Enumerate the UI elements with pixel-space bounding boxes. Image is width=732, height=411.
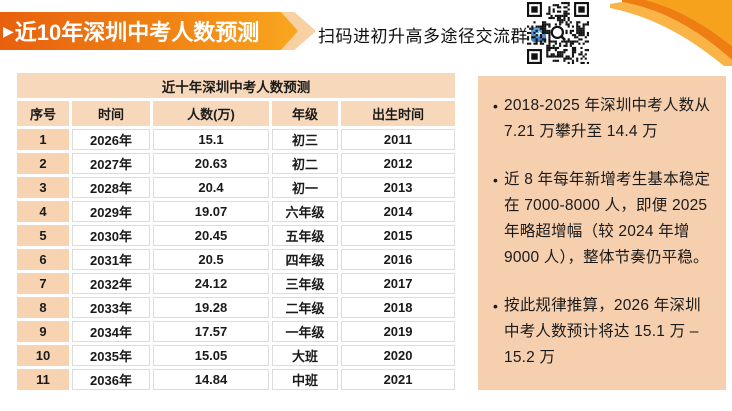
table-row: 9 2034年 17.57 一年级 2019 bbox=[17, 321, 456, 342]
table-cell: 初一 bbox=[272, 177, 338, 198]
table-cell: 五年级 bbox=[272, 225, 338, 246]
table-cell: 2029年 bbox=[72, 201, 150, 222]
table-cell: 2035年 bbox=[72, 345, 150, 366]
table-cell: 2034年 bbox=[72, 321, 150, 342]
table-cell: 初三 bbox=[272, 129, 338, 150]
table-cell: 24.12 bbox=[153, 273, 269, 294]
table-row: 1 2026年 15.1 初三 2011 bbox=[17, 129, 456, 150]
table-row: 5 2030年 20.45 五年级 2015 bbox=[17, 225, 456, 246]
row-index-cell: 9 bbox=[17, 321, 69, 342]
table-cell: 2011 bbox=[341, 129, 456, 150]
table-cell: 19.28 bbox=[153, 297, 269, 318]
table-cell: 2020 bbox=[341, 345, 456, 366]
bullet-item: • 近 8 年每年新增考生基本稳定在 7000-8000 人，即便 2025 年… bbox=[487, 167, 716, 271]
table-cell: 20.63 bbox=[153, 153, 269, 174]
table-cell: 14.84 bbox=[153, 369, 269, 390]
row-index-cell: 4 bbox=[17, 201, 69, 222]
table-title: 近十年深圳中考人数预测 bbox=[17, 73, 456, 98]
row-index-cell: 5 bbox=[17, 225, 69, 246]
table-cell: 2019 bbox=[341, 321, 456, 342]
table-cell: 2036年 bbox=[72, 369, 150, 390]
table-cell: 2033年 bbox=[72, 297, 150, 318]
table-cell: 一年级 bbox=[272, 321, 338, 342]
bullet-dot: • bbox=[493, 172, 498, 188]
table-cell: 2018 bbox=[341, 297, 456, 318]
table-cell: 初二 bbox=[272, 153, 338, 174]
table-cell: 2027年 bbox=[72, 153, 150, 174]
table-cell: 2028年 bbox=[72, 177, 150, 198]
table-row: 6 2031年 20.5 四年级 2016 bbox=[17, 249, 456, 270]
table-row: 4 2029年 19.07 六年级 2014 bbox=[17, 201, 456, 222]
row-index-cell: 1 bbox=[17, 129, 69, 150]
scan-prompt-text: 扫码进初升高多途径交流群 bbox=[318, 27, 528, 46]
bullet-text: 按此规律推算，2026 年深圳中考人数预计将达 15.1 万 – 15.2 万 bbox=[504, 297, 701, 366]
table-row: 11 2036年 14.84 中班 2021 bbox=[17, 369, 456, 390]
row-index-cell: 2 bbox=[17, 153, 69, 174]
table-cell: 19.07 bbox=[153, 201, 269, 222]
row-index-cell: 3 bbox=[17, 177, 69, 198]
table-header-row: 序号 时间 人数(万) 年级 出生时间 bbox=[17, 101, 456, 126]
table-cell: 2021 bbox=[341, 369, 456, 390]
table-cell: 2013 bbox=[341, 177, 456, 198]
table-cell: 2026年 bbox=[72, 129, 150, 150]
column-header: 人数(万) bbox=[153, 101, 269, 126]
table-cell: 大班 bbox=[272, 345, 338, 366]
table-cell: 20.5 bbox=[153, 249, 269, 270]
table-cell: 2016 bbox=[341, 249, 456, 270]
table-cell: 2015 bbox=[341, 225, 456, 246]
table-cell: 二年级 bbox=[272, 297, 338, 318]
table-cell: 中班 bbox=[272, 369, 338, 390]
row-index-cell: 8 bbox=[17, 297, 69, 318]
table-cell: 2014 bbox=[341, 201, 456, 222]
column-header: 时间 bbox=[72, 101, 150, 126]
table-cell: 2032年 bbox=[72, 273, 150, 294]
column-header: 年级 bbox=[272, 101, 338, 126]
analysis-panel: • 2018-2025 年深圳中考人数从 7.21 万攀升至 14.4 万 • … bbox=[478, 76, 726, 390]
table-cell: 2017 bbox=[341, 273, 456, 294]
prediction-table: 近十年深圳中考人数预测 序号 时间 人数(万) 年级 出生时间 1 2026年 15.1 初三… bbox=[14, 70, 458, 393]
corner-swoosh-decoration bbox=[610, 0, 732, 66]
play-icon: ▶ bbox=[3, 23, 14, 39]
bullet-dot: • bbox=[493, 98, 498, 114]
row-index-cell: 6 bbox=[17, 249, 69, 270]
table-cell: 17.57 bbox=[153, 321, 269, 342]
table-cell: 15.05 bbox=[153, 345, 269, 366]
table-cell: 六年级 bbox=[272, 201, 338, 222]
table-cell: 四年级 bbox=[272, 249, 338, 270]
bullet-item: • 按此规律推算，2026 年深圳中考人数预计将达 15.1 万 – 15.2 … bbox=[487, 293, 716, 371]
table-title-row: 近十年深圳中考人数预测 bbox=[17, 73, 456, 98]
table-cell: 2031年 bbox=[72, 249, 150, 270]
bullet-item: • 2018-2025 年深圳中考人数从 7.21 万攀升至 14.4 万 bbox=[487, 93, 716, 145]
row-index-cell: 10 bbox=[17, 345, 69, 366]
table-row: 7 2032年 24.12 三年级 2017 bbox=[17, 273, 456, 294]
table-cell: 20.4 bbox=[153, 177, 269, 198]
column-header: 序号 bbox=[17, 101, 69, 126]
qr-code bbox=[524, 2, 592, 69]
table-cell: 2030年 bbox=[72, 225, 150, 246]
column-header: 出生时间 bbox=[341, 101, 456, 126]
page-title: 近10年深圳中考人数预测 bbox=[14, 20, 260, 45]
table-cell: 20.45 bbox=[153, 225, 269, 246]
table-row: 8 2033年 19.28 二年级 2018 bbox=[17, 297, 456, 318]
bullet-text: 2018-2025 年深圳中考人数从 7.21 万攀升至 14.4 万 bbox=[504, 97, 711, 140]
bullet-dot: • bbox=[493, 298, 498, 314]
row-index-cell: 7 bbox=[17, 273, 69, 294]
table-row: 2 2027年 20.63 初二 2012 bbox=[17, 153, 456, 174]
table-cell: 15.1 bbox=[153, 129, 269, 150]
row-index-cell: 11 bbox=[17, 369, 69, 390]
table-cell: 三年级 bbox=[272, 273, 338, 294]
scan-prompt: 扫码进初升高多途径交流群 ➔ bbox=[318, 22, 546, 47]
table-row: 3 2028年 20.4 初一 2013 bbox=[17, 177, 456, 198]
page-title-banner: ▶ 近10年深圳中考人数预测 bbox=[0, 12, 298, 50]
table-cell: 2012 bbox=[341, 153, 456, 174]
table-row: 10 2035年 15.05 大班 2020 bbox=[17, 345, 456, 366]
bullet-text: 近 8 年每年新增考生基本稳定在 7000-8000 人，即便 2025 年略超… bbox=[504, 171, 711, 266]
